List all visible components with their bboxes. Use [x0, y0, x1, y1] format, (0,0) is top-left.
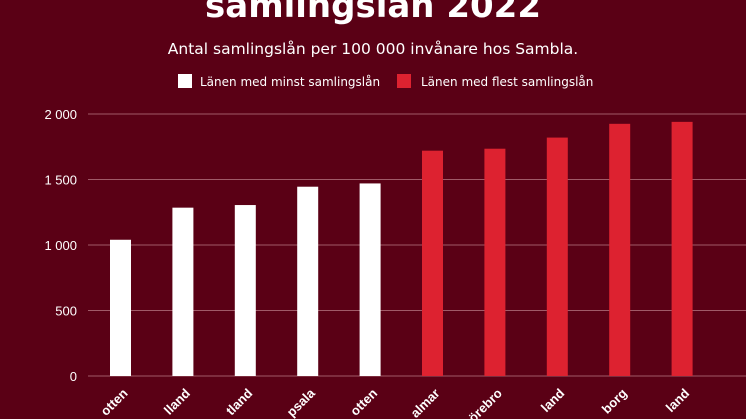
bar	[359, 183, 381, 376]
y-tick-label: 2 000	[44, 107, 77, 122]
legend-swatch-max	[397, 74, 411, 88]
y-tick-label: 0	[70, 369, 77, 384]
bars	[110, 121, 693, 376]
bar	[671, 121, 693, 376]
bar	[172, 207, 194, 376]
bar	[110, 239, 131, 376]
legend: Länen med minst samlingslån Länen med fl…	[178, 74, 593, 89]
y-axis: 0 500 1 000 1 500 2 000	[44, 107, 77, 384]
legend-label-max: Länen med flest samlingslån	[421, 75, 593, 89]
x-tick-label: lland	[161, 385, 193, 417]
x-tick-label: örebro	[465, 385, 505, 419]
x-tick-label: psala	[284, 385, 319, 419]
legend-label-min: Länen med minst samlingslån	[200, 75, 380, 89]
bar	[422, 150, 443, 376]
bar	[234, 205, 256, 376]
legend-swatch-min	[178, 74, 192, 88]
y-tick-label: 1 500	[44, 173, 77, 188]
x-tick-label: land	[538, 385, 568, 415]
x-tick-label: borg	[599, 385, 630, 416]
x-tick-label: almar	[407, 386, 442, 419]
bar	[484, 148, 506, 376]
bar	[609, 123, 631, 376]
y-tick-label: 1 000	[44, 238, 77, 253]
x-tick-label: otten	[98, 385, 131, 418]
x-tick-label: tland	[223, 385, 256, 418]
x-axis: otten lland tland psala otten almar örebro land…	[98, 385, 693, 419]
x-tick-label: otten	[347, 385, 380, 418]
gridlines	[88, 113, 746, 377]
chart-subtitle: Antal samlingslån per 100 000 invånare h…	[168, 40, 578, 58]
x-tick-label: land	[663, 385, 693, 415]
bar	[546, 137, 568, 376]
chart-title: samlingslån 2022	[205, 0, 541, 26]
bar	[297, 186, 319, 376]
y-tick-label: 500	[55, 304, 77, 319]
